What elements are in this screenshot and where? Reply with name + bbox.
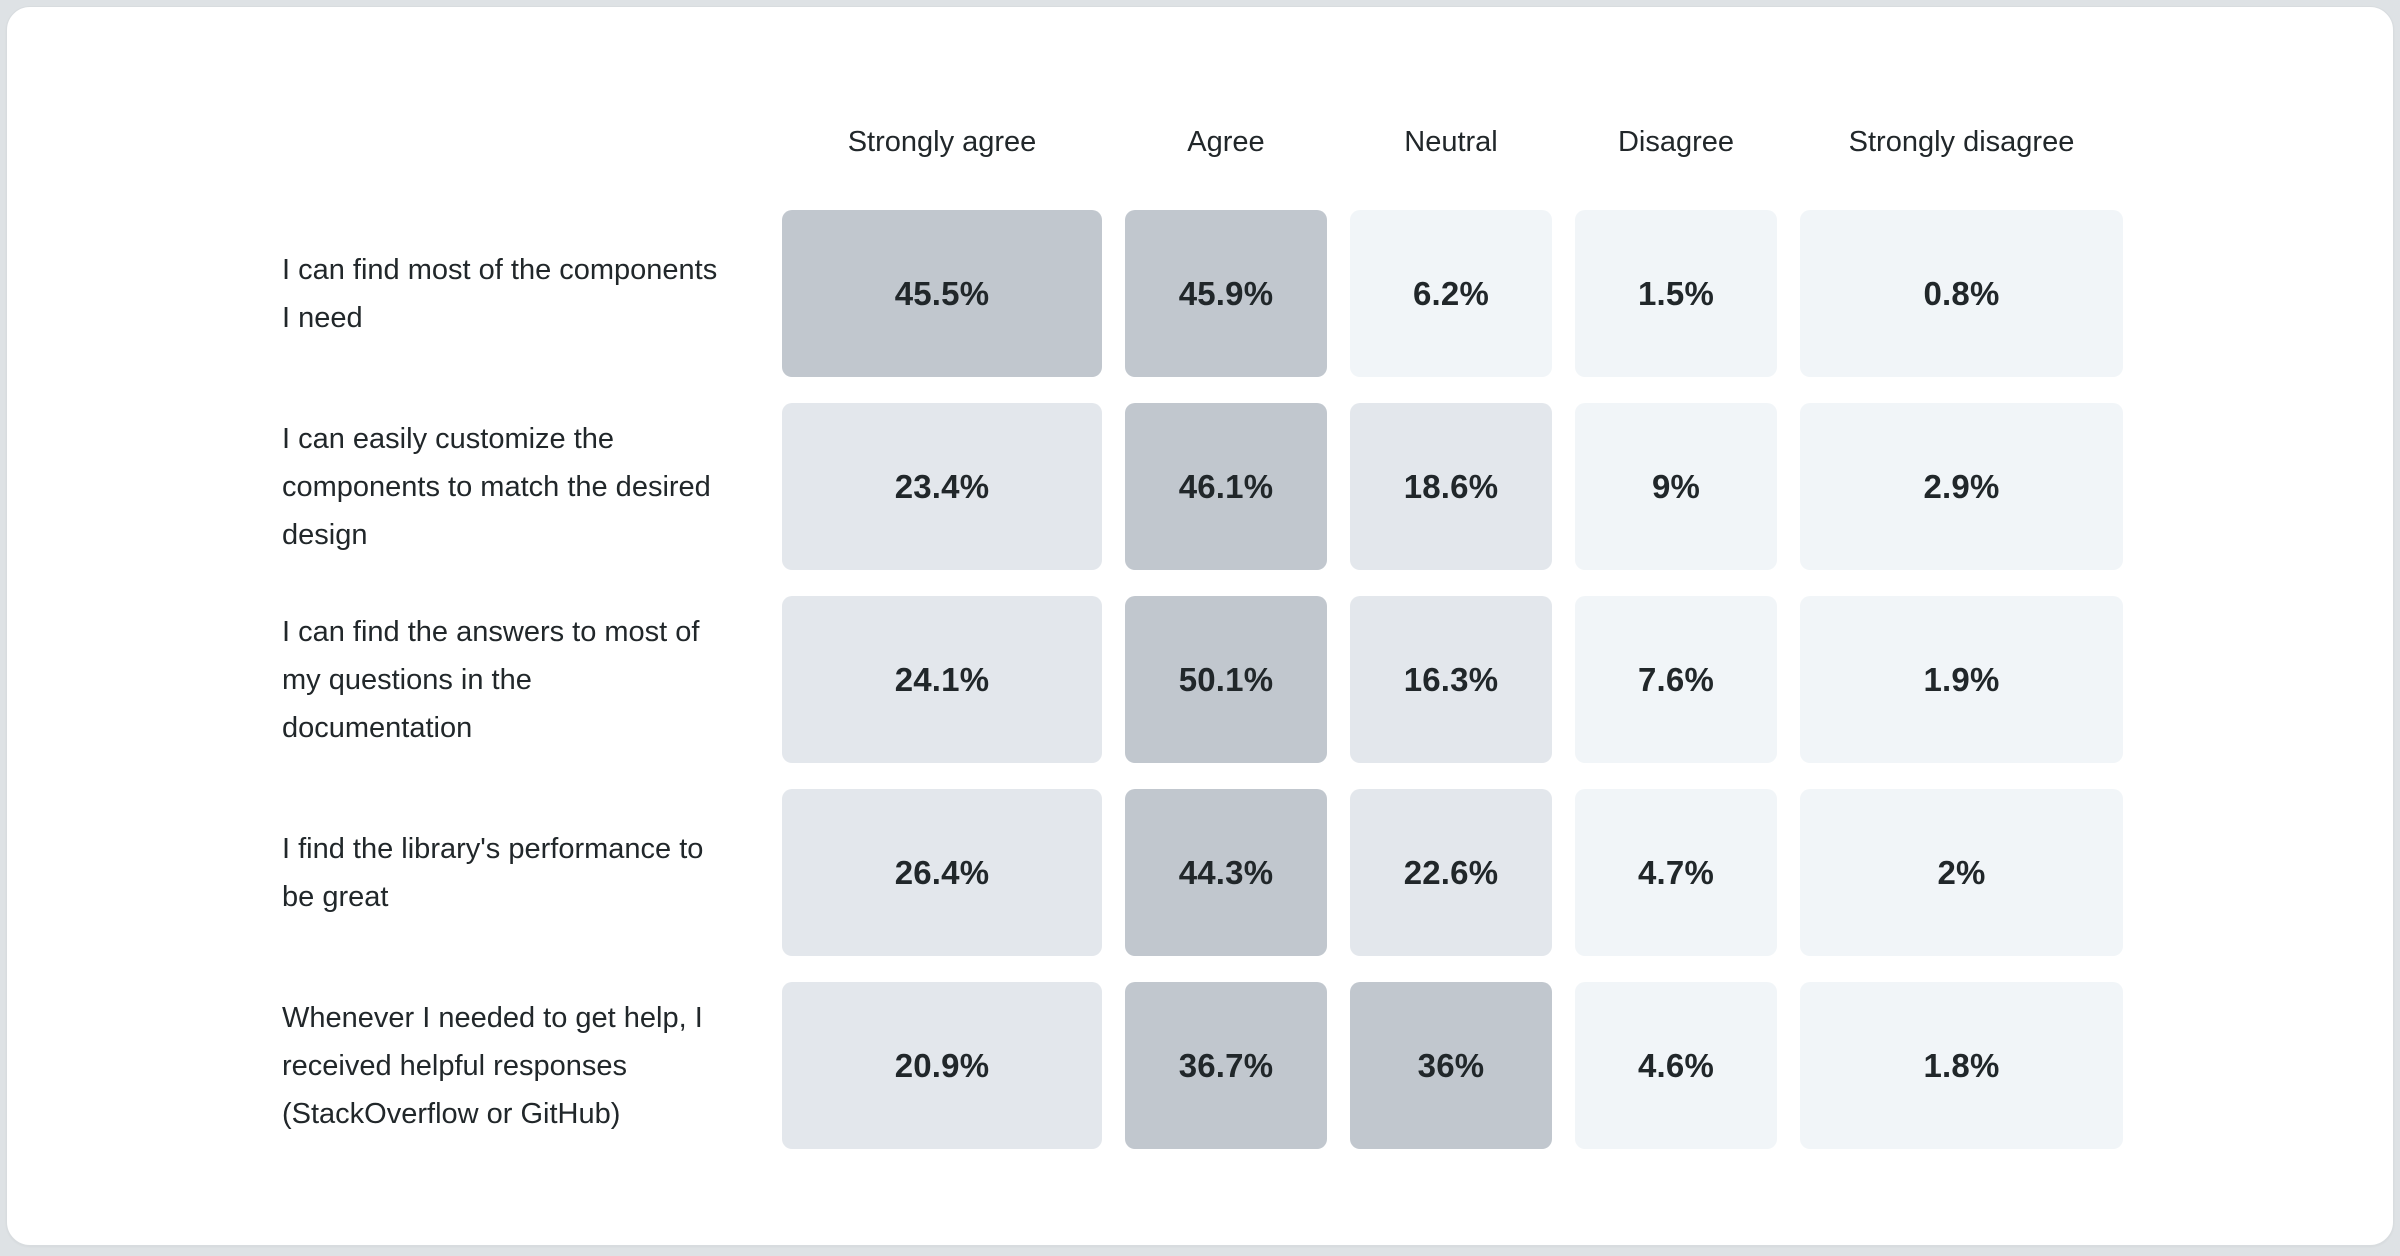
heatmap-cell: 18.6%: [1350, 403, 1552, 570]
row-label: I can find most of the components I need: [282, 253, 718, 334]
heatmap-cell: 16.3%: [1350, 596, 1552, 763]
heatmap-cell: 2.9%: [1800, 403, 2123, 570]
column-header: Agree: [1187, 126, 1265, 158]
heatmap-cell: 24.1%: [782, 596, 1102, 763]
row-label: I can find the answers to most of my que…: [282, 615, 700, 744]
heatmap-cell: 44.3%: [1125, 789, 1327, 956]
column-header: Disagree: [1617, 126, 1735, 158]
row-label: I find the library's performance to be g…: [282, 832, 704, 913]
heatmap-cell: 4.7%: [1575, 789, 1777, 956]
header-row: Strongly agree Agree Neutral Disagree Strong…: [282, 125, 2123, 159]
heatmap-cell: 1.9%: [1800, 596, 2123, 763]
heatmap-cell: 20.9%: [782, 982, 1102, 1149]
column-header: Neutral: [1404, 126, 1498, 158]
heatmap-cell: 4.6%: [1575, 982, 1777, 1149]
heatmap-cell: 36%: [1350, 982, 1552, 1149]
heatmap-cell: 26.4%: [782, 789, 1102, 956]
heatmap-cell: 36.7%: [1125, 982, 1327, 1149]
column-header: Strongly agree: [847, 126, 1037, 158]
heatmap-rows: I can find most of the components I need…: [282, 210, 2123, 1149]
heatmap-cell: 46.1%: [1125, 403, 1327, 570]
heatmap-cell: 0.8%: [1800, 210, 2123, 377]
likert-heatmap: Strongly agree Agree Neutral Disagree Strong…: [7, 125, 2393, 1149]
survey-results-card: Strongly agree Agree Neutral Disagree Strong…: [6, 6, 2394, 1246]
heatmap-row: I can easily customize the components to…: [282, 403, 2123, 570]
heatmap-cell: 9%: [1575, 403, 1777, 570]
heatmap-cell: 45.9%: [1125, 210, 1327, 377]
heatmap-cell: 1.8%: [1800, 982, 2123, 1149]
heatmap-cell: 2%: [1800, 789, 2123, 956]
column-header: Strongly disagree: [1848, 126, 2075, 158]
heatmap-cell: 7.6%: [1575, 596, 1777, 763]
heatmap-cell: 1.5%: [1575, 210, 1777, 377]
heatmap-row: Whenever I needed to get help, I receive…: [282, 982, 2123, 1149]
row-label: Whenever I needed to get help, I receive…: [282, 1001, 703, 1130]
heatmap-cell: 45.5%: [782, 210, 1102, 377]
heatmap-cell: 6.2%: [1350, 210, 1552, 377]
heatmap-row: I can find the answers to most of my que…: [282, 596, 2123, 763]
heatmap-row: I find the library's performance to be g…: [282, 789, 2123, 956]
heatmap-row: I can find most of the components I need…: [282, 210, 2123, 377]
heatmap-cell: 22.6%: [1350, 789, 1552, 956]
heatmap-cell: 23.4%: [782, 403, 1102, 570]
corner-cell: [282, 125, 759, 159]
heatmap-cell: 50.1%: [1125, 596, 1327, 763]
row-label: I can easily customize the components to…: [282, 422, 711, 551]
